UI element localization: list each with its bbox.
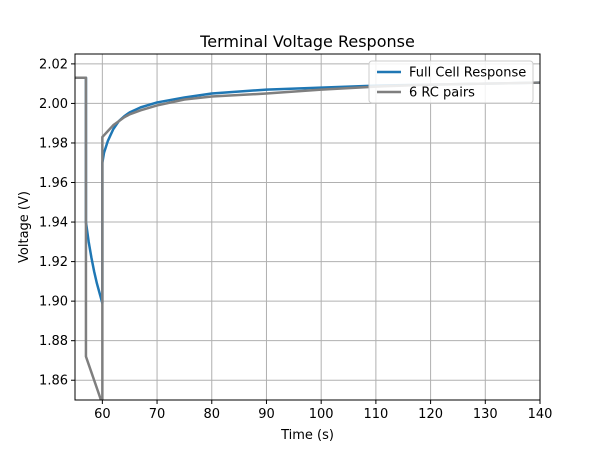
y-tick-label: 1.90 xyxy=(39,295,68,310)
x-tick-label: 70 xyxy=(149,407,166,422)
x-tick-label: 130 xyxy=(473,407,498,422)
y-tick-label: 1.96 xyxy=(39,176,68,191)
y-axis: 1.86 1.88 1.90 1.92 1.94 1.96 1.98 2.00 2.02 xyxy=(39,57,75,389)
series-group xyxy=(75,76,540,400)
x-tick-label: 120 xyxy=(418,407,443,422)
x-axis-label: Time (s) xyxy=(280,428,334,443)
legend-label-6-rc-pairs: 6 RC pairs xyxy=(409,86,475,101)
y-tick-label: 1.94 xyxy=(39,216,68,231)
x-axis: 60 70 80 90 100 110 120 130 140 xyxy=(94,400,552,422)
y-tick-label: 1.98 xyxy=(39,136,68,151)
plot-frame xyxy=(74,53,541,401)
plot-area xyxy=(75,54,540,400)
y-tick-label: 1.88 xyxy=(39,334,68,349)
y-axis-label: Voltage (V) xyxy=(17,191,32,263)
legend-label-full-cell-response: Full Cell Response xyxy=(409,66,526,81)
y-tick-label: 2.02 xyxy=(39,57,68,72)
y-tick-label: 1.86 xyxy=(39,374,68,389)
y-tick-label: 1.92 xyxy=(39,255,68,270)
series-line-full-cell-response xyxy=(75,76,540,305)
x-tick-label: 60 xyxy=(94,407,111,422)
x-tick-label: 80 xyxy=(203,407,220,422)
x-tick-label: 100 xyxy=(309,407,334,422)
series-line-6-rc-pairs xyxy=(75,76,540,400)
x-tick-label: 110 xyxy=(363,407,388,422)
x-tick-label: 140 xyxy=(528,407,553,422)
y-tick-label: 2.00 xyxy=(39,97,68,112)
legend: Full Cell Response 6 RC pairs xyxy=(368,60,534,104)
chart-title: Terminal Voltage Response xyxy=(199,32,415,51)
x-tick-label: 90 xyxy=(258,407,275,422)
legend-box xyxy=(368,60,534,104)
